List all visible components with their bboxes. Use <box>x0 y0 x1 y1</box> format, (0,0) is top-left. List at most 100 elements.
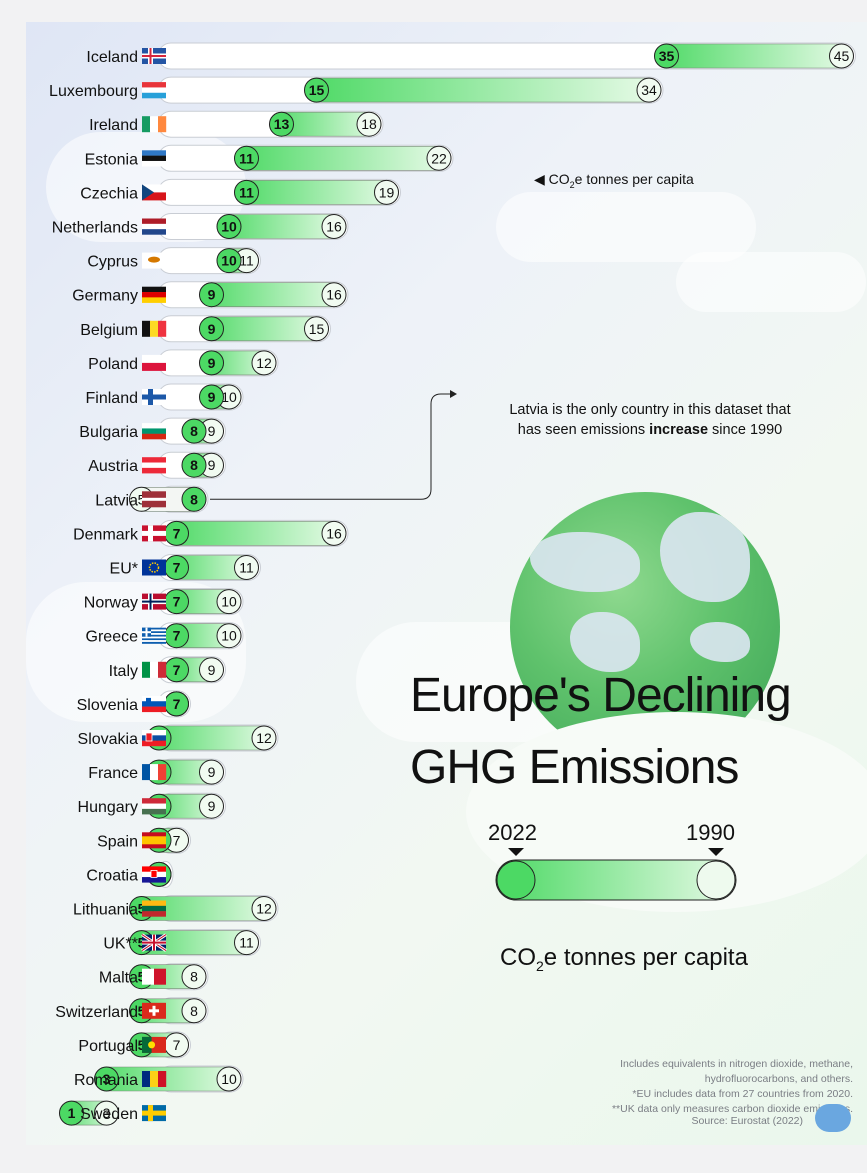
legend-dot-1990 <box>696 860 736 900</box>
dot-1990 <box>321 214 347 239</box>
flag-icon-poland <box>142 354 166 371</box>
value-label-1990: 19 <box>379 184 395 200</box>
country-label: Ireland <box>89 117 138 134</box>
flag-icon-france <box>142 764 167 781</box>
value-label-2022: 11 <box>239 184 254 200</box>
dot-1990 <box>216 1066 242 1092</box>
value-label-2022: 10 <box>221 219 237 235</box>
country-label: Switzerland <box>55 1004 138 1021</box>
country-label: Greece <box>86 629 139 646</box>
country-label: UK** <box>103 936 138 953</box>
chart-row-norway: 10 7 <box>157 588 244 616</box>
country-label: Latvia <box>95 492 138 509</box>
dot-1990 <box>636 77 662 103</box>
value-label-1990: 15 <box>309 321 325 337</box>
flag-icon-malta <box>142 968 166 985</box>
value-label-2022: 9 <box>208 355 216 371</box>
legend-arrow-1990 <box>708 848 724 856</box>
flag-icon-romania <box>142 1071 167 1087</box>
legend-arrow-2022 <box>508 848 524 856</box>
country-label: Sweden <box>80 1106 138 1123</box>
value-label-2022: 11 <box>239 150 254 166</box>
value-label-1990: 10 <box>221 594 237 610</box>
footnotes: Includes equivalents in nitrogen dioxide… <box>533 1057 853 1117</box>
value-label-2022: 5 <box>138 901 146 917</box>
dot-1990 <box>321 520 347 546</box>
legend-1990-label: 1990 <box>686 820 735 845</box>
country-label: Poland <box>88 356 138 373</box>
country-label: Spain <box>97 833 138 850</box>
country-label: Iceland <box>86 49 138 66</box>
dot-2022 <box>94 1066 119 1092</box>
dot-1990 <box>356 111 382 137</box>
chart-row-romania: 10 3 <box>94 1065 244 1093</box>
value-label-1990: 7 <box>173 1037 181 1053</box>
dot-2022 <box>216 214 242 239</box>
title-line-1: Europe's Declining <box>410 669 792 722</box>
footnote: **UK data only measures carbon dioxide e… <box>611 1103 853 1115</box>
value-label-2022: 5 <box>138 1003 146 1019</box>
dot-1990 <box>321 282 347 308</box>
value-label-1990: 16 <box>326 287 342 303</box>
country-label: France <box>88 765 138 782</box>
value-label-1990: 12 <box>256 901 272 917</box>
chart-row-sweden: 31 <box>59 1100 119 1126</box>
value-label-1990: 12 <box>256 355 272 371</box>
value-label-1990: 34 <box>641 82 657 98</box>
value-label-1990: 22 <box>431 150 447 166</box>
value-label-1990: 5 <box>138 491 146 507</box>
country-label: Bulgaria <box>79 424 138 441</box>
country-label: Portugal <box>78 1038 138 1055</box>
value-label-1990: 11 <box>239 935 254 951</box>
flag-icon-greece <box>142 627 166 644</box>
dot-2022 <box>181 486 207 512</box>
country-label: Lithuania <box>73 902 138 919</box>
latvia-connector <box>210 393 451 500</box>
chart-row-denmark: 16 7 <box>157 519 349 547</box>
footnote: Includes equivalents in nitrogen dioxide… <box>620 1058 853 1070</box>
chart-row-bulgaria: 98 <box>157 417 226 445</box>
dot-2022 <box>181 452 207 478</box>
dot-2022 <box>234 145 259 171</box>
bar-range <box>234 180 399 205</box>
flag-icon-germany <box>142 286 166 303</box>
value-label-2022: 5 <box>138 969 146 985</box>
flag-icon-italy <box>142 661 167 678</box>
value-label-2022: 1 <box>68 1105 76 1121</box>
value-label-2022: 5 <box>138 1037 146 1053</box>
dot-1990 <box>374 179 399 205</box>
flag-icon-eu <box>142 559 166 576</box>
country-label: Austria <box>88 458 138 475</box>
value-label-1990: 45 <box>834 48 850 64</box>
value-label-1990: 9 <box>208 423 216 439</box>
flag-icon-slovakia <box>142 730 166 747</box>
value-label-1990: 16 <box>326 219 342 235</box>
dot-2022 <box>199 282 224 308</box>
flag-icon-finland <box>142 389 166 405</box>
dot-1990 <box>251 350 277 376</box>
dot-1990 <box>216 589 242 615</box>
value-label-1990: 12 <box>256 730 272 746</box>
chart-row-belgium: 15 9 <box>157 315 331 343</box>
dot-1990 <box>426 145 452 171</box>
value-label-2022: 8 <box>190 423 198 439</box>
country-label: Netherlands <box>52 220 138 237</box>
value-label-2022: 9 <box>208 287 216 303</box>
value-label-1990: 10 <box>221 628 237 644</box>
dot-2022 <box>216 248 242 274</box>
dumbbell-chart: 4535Iceland3415Luxembourg1813Ireland2211… <box>49 42 856 1126</box>
value-label-1990: 10 <box>221 1071 237 1087</box>
country-label: Germany <box>72 288 138 305</box>
value-label-2022: 7 <box>173 525 181 541</box>
dot-2022 <box>181 418 207 444</box>
value-label-2022: 8 <box>190 457 198 473</box>
dot-2022 <box>199 316 224 342</box>
dot-2022 <box>304 77 329 103</box>
country-label: Croatia <box>86 867 138 884</box>
flag-icon-czechia <box>142 184 166 201</box>
legend-2022-label: 2022 <box>488 820 537 845</box>
